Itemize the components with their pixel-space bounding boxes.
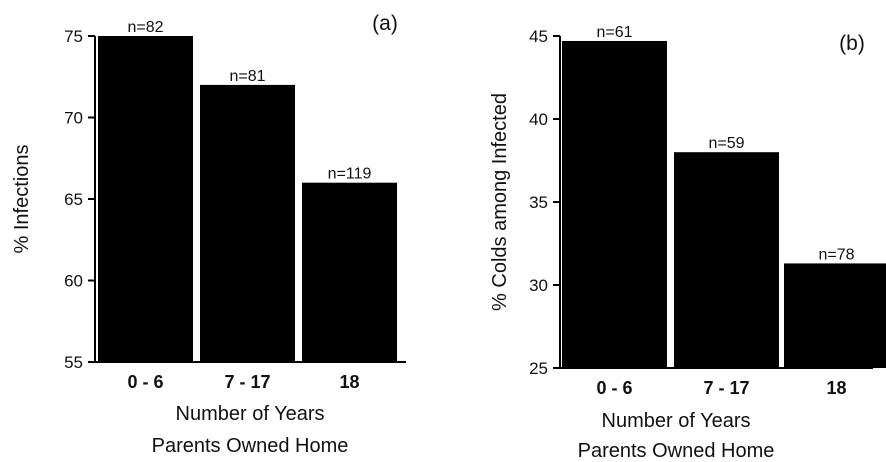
panel-b-data-label-2: n=78 bbox=[818, 246, 854, 263]
panel-b-y-tick-label-4: 45 bbox=[529, 27, 548, 46]
panel-a-y-tick-label-0: 55 bbox=[64, 353, 83, 372]
panel-b-bar-1 bbox=[674, 152, 779, 368]
panel-b-label: (b) bbox=[839, 32, 865, 55]
panel-a-y-tick-label-3: 70 bbox=[64, 109, 83, 128]
panel-a-y-tick-label-2: 65 bbox=[64, 190, 83, 209]
panel-b-bar-2 bbox=[784, 263, 886, 368]
panel-a-category-label-0: 0 - 6 bbox=[127, 372, 163, 392]
panel-a-x-axis-title-line-1: Parents Owned Home bbox=[152, 435, 349, 457]
panel-b-y-tick-label-0: 25 bbox=[529, 359, 548, 378]
panel-a-y-tick-label-1: 60 bbox=[64, 272, 83, 291]
panel-a-y-tick-label-4: 75 bbox=[64, 27, 83, 46]
panel-a-data-label-2: n=119 bbox=[328, 166, 372, 183]
panel-a-bar-2 bbox=[302, 182, 397, 362]
panel-a-chart: n=82 0 - 6 n=81 7 - 17 n=119 18 55 60 65 70 75 % In… bbox=[11, 12, 406, 457]
panel-b-data-label-0: n=61 bbox=[596, 24, 632, 41]
panel-b-y-tick-label-1: 30 bbox=[529, 276, 548, 295]
panel-a-bar-0 bbox=[98, 36, 193, 362]
panel-a-data-label-1: n=81 bbox=[229, 68, 265, 85]
panel-a-category-label-1: 7 - 17 bbox=[224, 372, 270, 392]
panel-b-chart: n=61 0 - 6 n=59 7 - 17 n=78 18 25 30 35 40 45 % Col… bbox=[489, 24, 886, 462]
panel-a-category-label-2: 18 bbox=[339, 372, 359, 392]
panel-b-y-axis-title: % Colds among Infected bbox=[489, 93, 511, 311]
panel-a-data-label-0: n=82 bbox=[127, 19, 163, 36]
panel-b-y-tick-label-3: 40 bbox=[529, 110, 548, 129]
panel-b-data-label-1: n=59 bbox=[708, 135, 744, 152]
panel-b-y-tick-label-2: 35 bbox=[529, 193, 548, 212]
panel-a-x-axis-title-line-0: Number of Years bbox=[176, 403, 325, 425]
panel-a-bar-1 bbox=[200, 84, 295, 363]
panel-b-category-label-0: 0 - 6 bbox=[596, 378, 632, 398]
panel-a-y-axis-title: % Infections bbox=[11, 145, 33, 254]
panel-b-category-label-1: 7 - 17 bbox=[703, 378, 749, 398]
panel-a-label: (a) bbox=[372, 12, 398, 35]
panel-b-x-axis-title-line-1: Parents Owned Home bbox=[578, 440, 775, 462]
panel-b-category-label-2: 18 bbox=[826, 378, 846, 398]
panel-b-x-axis-title-line-0: Number of Years bbox=[602, 410, 751, 432]
panel-b-bar-0 bbox=[562, 40, 667, 368]
